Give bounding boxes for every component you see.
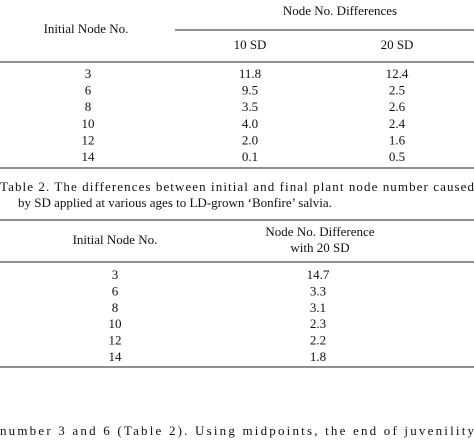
table-cell: 1.6: [389, 132, 406, 147]
row-header: Initial Node No.: [44, 21, 129, 36]
table-cell: 2.0: [242, 132, 258, 147]
table-cell: 10: [82, 116, 95, 131]
table-cell: 3: [85, 66, 92, 81]
table-cell: 3.3: [310, 283, 326, 298]
row-header: Initial Node No.: [73, 232, 158, 247]
table-cell: 12.4: [386, 66, 409, 81]
table-cell: 8: [85, 99, 92, 114]
table-cell: 2.6: [389, 99, 406, 114]
table-cell: 6: [112, 283, 119, 298]
table-cell: 11.8: [239, 66, 261, 81]
column-header: with 20 SD: [290, 240, 349, 255]
table-cell: 12: [82, 132, 95, 147]
table-cell: 9.5: [242, 83, 258, 98]
table-cell: 1.8: [310, 349, 326, 364]
table-cell: 2.5: [389, 83, 405, 98]
body-text: number 3 and 6 (Table 2). Using midpoint…: [0, 423, 474, 438]
table-cell: 0.1: [242, 149, 258, 164]
table-cell: 3.1: [310, 300, 326, 315]
table-cell: 3.5: [242, 99, 258, 114]
column-header: 10 SD: [234, 37, 267, 52]
column-header: 20 SD: [381, 37, 414, 52]
table-cell: 8: [112, 300, 119, 315]
group-header: Node No. Differences: [283, 3, 397, 18]
table-cell: 0.5: [389, 149, 405, 164]
table-cell: 10: [109, 316, 122, 331]
table-cell: 12: [109, 333, 122, 348]
table-cell: 2.3: [310, 316, 326, 331]
table-cell: 14: [109, 349, 123, 364]
table-cell: 2.4: [389, 116, 406, 131]
table-cell: 14: [82, 149, 96, 164]
table-cell: 4.0: [242, 116, 258, 131]
caption: Table 2. The differences between initial…: [0, 179, 474, 194]
table-cell: 14.7: [307, 267, 330, 282]
table-cell: 2.2: [310, 333, 326, 348]
column-header: Node No. Difference: [265, 224, 374, 239]
table-cell: 3: [112, 267, 119, 282]
caption: by SD applied at various ages to LD-grow…: [18, 195, 332, 210]
table-cell: 6: [85, 83, 92, 98]
